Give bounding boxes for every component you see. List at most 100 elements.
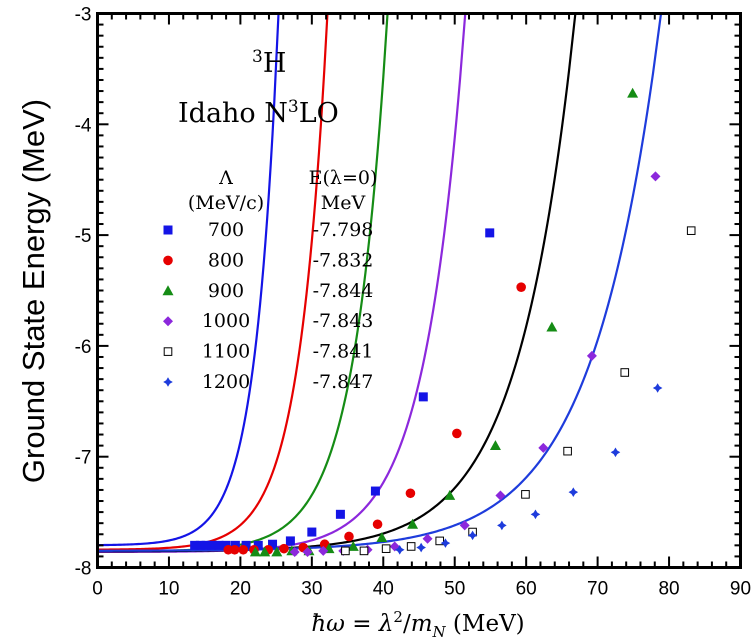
- fit-curve: [97, 13, 663, 552]
- data-point-800: [516, 282, 526, 292]
- data-point-700: [221, 540, 231, 550]
- nucleus-label: 3H: [252, 47, 286, 79]
- data-point-700: [207, 540, 217, 550]
- data-point-1200: [394, 544, 405, 555]
- data-point-1200: [440, 538, 451, 548]
- legend-energy-1000: -7.843: [313, 310, 374, 332]
- data-point-700: [201, 540, 211, 550]
- data-point-900: [489, 440, 501, 451]
- data-point-1000: [495, 490, 506, 501]
- data-point-1000: [318, 545, 329, 556]
- legend-col2-unit: MeV: [321, 192, 366, 214]
- data-point-900: [271, 546, 283, 557]
- data-point-1000: [538, 442, 549, 453]
- data-point-900: [407, 518, 419, 529]
- legend-lambda-1100: 1100: [202, 341, 250, 363]
- data-point-1100: [686, 226, 696, 235]
- data-point-700: [214, 540, 224, 550]
- legend-marker-800: [163, 255, 173, 266]
- x-tick-label: 0: [92, 579, 103, 600]
- data-point-900: [347, 540, 359, 551]
- legend-marker-700: [163, 225, 173, 235]
- y-tick-label: -4: [75, 115, 92, 136]
- data-point-1100: [521, 490, 530, 499]
- y-tick-label: -5: [75, 226, 92, 247]
- fit-curves: [97, 13, 663, 554]
- x-tick-label: 10: [158, 579, 179, 600]
- y-tick-label: -8: [75, 559, 92, 580]
- x-tick-labels: 0 10 20 30 40 50 60 70 80 90: [92, 579, 751, 600]
- data-point-800: [452, 428, 462, 439]
- data-point-1200: [530, 509, 541, 520]
- svg-text:3H: 3H: [252, 47, 286, 79]
- potential-label: Idaho N3LO: [178, 97, 339, 129]
- data-point-1000: [650, 171, 661, 182]
- data-point-1100: [620, 368, 630, 377]
- data-point-1200: [652, 383, 663, 393]
- potential-suffix: LO: [299, 98, 339, 129]
- data-point-800: [279, 543, 289, 554]
- legend-energy-1200: -7.847: [313, 371, 374, 393]
- data-point-700: [190, 540, 200, 550]
- x-tick-label: 80: [658, 579, 679, 600]
- fit-curve: [97, 13, 329, 551]
- data-point-1000: [459, 520, 470, 531]
- y-tick-label: -3: [75, 5, 92, 26]
- x-tick-label: 70: [587, 579, 608, 600]
- fit-curve: [97, 13, 467, 554]
- data-point-1100: [381, 544, 391, 553]
- plot-frame: [96, 12, 742, 569]
- data-point-1000: [422, 533, 433, 544]
- x-tick-label: 20: [230, 579, 251, 600]
- x-tick-label: 30: [301, 579, 322, 600]
- data-point-1000: [289, 546, 300, 557]
- legend-energy-1100: -7.841: [313, 341, 374, 363]
- legend-marker-1100: [163, 347, 173, 356]
- potential-prefix: Idaho N: [178, 98, 288, 129]
- legend-lambda-1200: 1200: [202, 371, 250, 393]
- data-points: [190, 87, 696, 557]
- data-point-1000: [586, 350, 597, 361]
- data-point-1100: [406, 542, 416, 551]
- data-point-700: [307, 527, 317, 537]
- data-point-1100: [359, 546, 369, 556]
- y-axis-label: Ground State Energy (MeV): [16, 99, 51, 483]
- svg-text:Idaho N3LO: Idaho N3LO: [178, 97, 339, 129]
- data-point-700: [418, 392, 428, 402]
- legend-col2-header: E(λ=0): [309, 167, 378, 189]
- nucleus-symbol: H: [263, 48, 287, 79]
- y-tick-label: -6: [75, 337, 92, 358]
- data-point-1100: [341, 546, 350, 556]
- data-point-800: [229, 544, 240, 555]
- data-point-1100: [563, 446, 572, 456]
- x-tick-label: 40: [373, 579, 394, 600]
- data-point-900: [444, 489, 456, 500]
- data-point-900: [376, 532, 388, 542]
- x-tick-label: 60: [516, 579, 537, 600]
- data-point-1200: [416, 542, 426, 553]
- legend-marker-1200: [163, 377, 173, 387]
- data-point-800: [405, 488, 416, 499]
- data-point-1200: [467, 530, 478, 541]
- data-point-800: [238, 544, 249, 555]
- x-axis-label: ħω = λ2/mN (MeV): [311, 608, 524, 641]
- data-point-700: [241, 540, 251, 550]
- data-point-1200: [610, 447, 621, 458]
- legend-col1-unit: (MeV/c): [188, 192, 264, 214]
- y-tick-label: -7: [75, 448, 92, 469]
- legend-lambda-800: 800: [208, 249, 244, 271]
- data-point-1100: [435, 536, 445, 546]
- legend-col1-header: Λ: [218, 167, 233, 189]
- data-point-700: [268, 539, 278, 549]
- data-point-800: [344, 531, 354, 542]
- legend-marker-1000: [163, 316, 173, 327]
- legend-marker-900: [162, 285, 174, 296]
- data-point-900: [249, 546, 261, 557]
- legend-energy-900: -7.844: [313, 280, 374, 302]
- axis-ticks: [96, 12, 742, 569]
- legend-lambda-900: 900: [208, 280, 244, 302]
- data-point-900: [546, 321, 558, 332]
- legend-lambda-700: 700: [208, 219, 244, 241]
- x-tick-label: 50: [444, 579, 465, 600]
